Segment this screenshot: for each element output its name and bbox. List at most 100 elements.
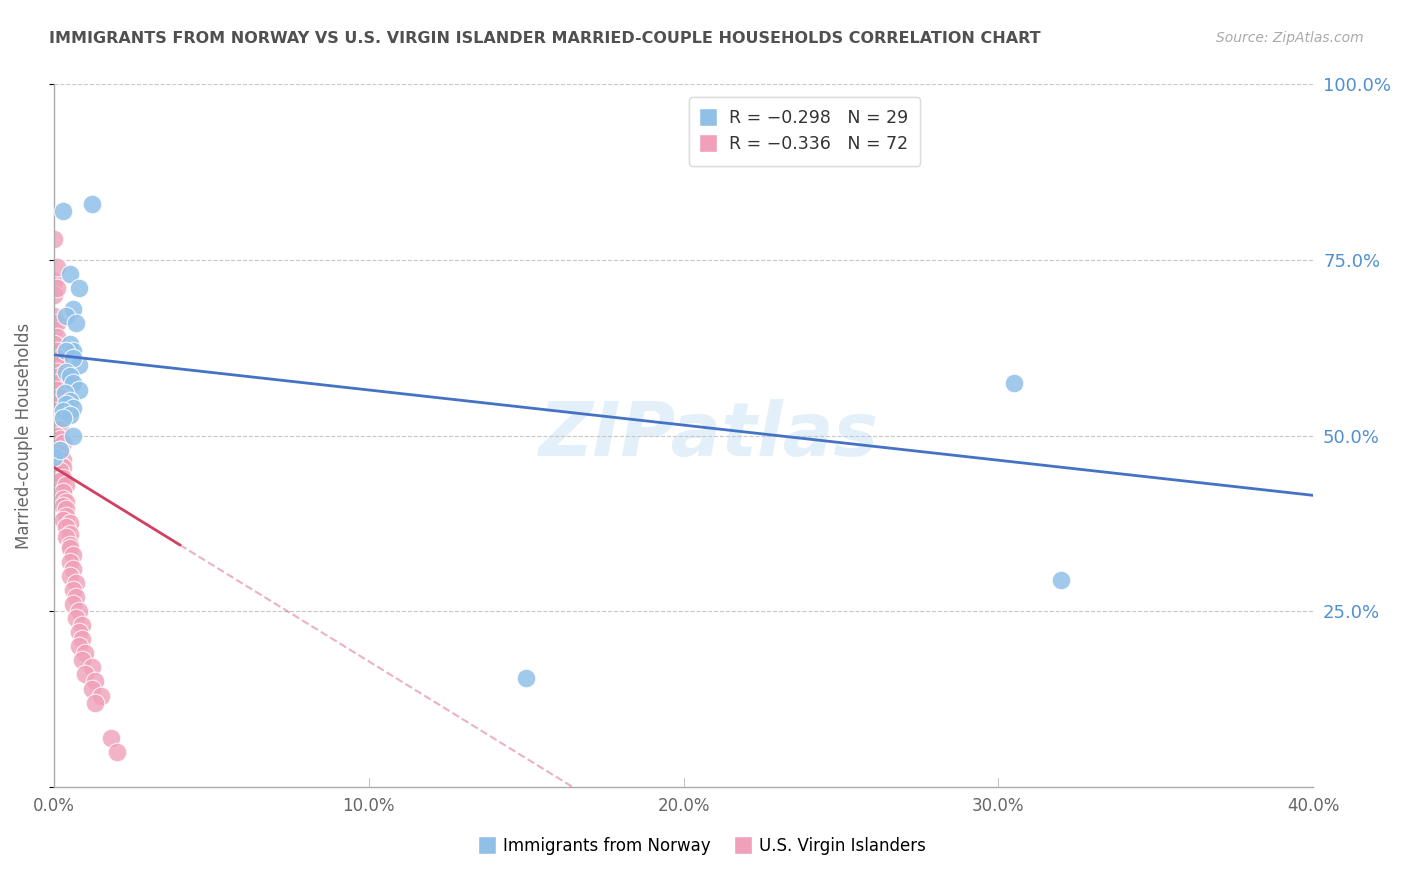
Legend: R = −0.298   N = 29, R = −0.336   N = 72: R = −0.298 N = 29, R = −0.336 N = 72: [689, 96, 921, 166]
Point: [70, 653, 93, 667]
Point: [55, 520, 77, 534]
Point: [75, 646, 97, 660]
Point: [49, 422, 72, 436]
Point: [49, 457, 72, 471]
Point: [62, 344, 84, 359]
Point: [55, 344, 77, 359]
Point: [53, 386, 76, 401]
Point: [67, 383, 90, 397]
Point: [42, 310, 65, 324]
Point: [62, 597, 84, 611]
Point: [65, 576, 87, 591]
Point: [52, 411, 75, 425]
Point: [49, 475, 72, 489]
Point: [55, 502, 77, 516]
Point: [62, 351, 84, 366]
Point: [46, 281, 69, 295]
Point: [1050, 573, 1073, 587]
Point: [105, 745, 128, 759]
Point: [55, 366, 77, 380]
Point: [52, 453, 75, 467]
Point: [58, 516, 80, 531]
Point: [80, 197, 103, 211]
Point: [49, 432, 72, 446]
Point: [46, 383, 69, 397]
Text: ZIPatlas: ZIPatlas: [538, 399, 879, 472]
Point: [55, 478, 77, 492]
Point: [55, 397, 77, 411]
Point: [515, 671, 537, 685]
Point: [55, 509, 77, 524]
Point: [80, 660, 103, 674]
Point: [75, 667, 97, 681]
Point: [46, 376, 69, 390]
Point: [55, 531, 77, 545]
Point: [46, 330, 69, 344]
Point: [70, 632, 93, 647]
Point: [90, 689, 112, 703]
Point: [83, 674, 105, 689]
Point: [62, 302, 84, 317]
Point: [46, 428, 69, 442]
Point: [52, 203, 75, 218]
Point: [58, 569, 80, 583]
Point: [62, 401, 84, 415]
Point: [46, 404, 69, 418]
Point: [52, 460, 75, 475]
Point: [42, 337, 65, 351]
Point: [46, 359, 69, 373]
Point: [65, 316, 87, 330]
Point: [46, 260, 69, 274]
Point: [42, 274, 65, 288]
Point: [49, 368, 72, 383]
Point: [46, 397, 69, 411]
Point: [67, 604, 90, 618]
Point: [80, 681, 103, 696]
Point: [52, 513, 75, 527]
Point: [62, 376, 84, 390]
Point: [52, 499, 75, 513]
Point: [42, 323, 65, 337]
Point: [52, 435, 75, 450]
Text: Source: ZipAtlas.com: Source: ZipAtlas.com: [1216, 31, 1364, 45]
Point: [46, 366, 69, 380]
Point: [46, 415, 69, 429]
Point: [49, 446, 72, 460]
Point: [65, 611, 87, 625]
Text: IMMIGRANTS FROM NORWAY VS U.S. VIRGIN ISLANDER MARRIED-COUPLE HOUSEHOLDS CORRELA: IMMIGRANTS FROM NORWAY VS U.S. VIRGIN IS…: [49, 31, 1040, 46]
Point: [62, 562, 84, 576]
Point: [58, 408, 80, 422]
Point: [49, 442, 72, 457]
Point: [49, 390, 72, 404]
Legend: Immigrants from Norway, U.S. Virgin Islanders: Immigrants from Norway, U.S. Virgin Isla…: [474, 830, 932, 862]
Point: [49, 411, 72, 425]
Point: [42, 450, 65, 464]
Point: [67, 640, 90, 654]
Point: [52, 484, 75, 499]
Point: [67, 625, 90, 640]
Point: [46, 316, 69, 330]
Y-axis label: Married-couple Households: Married-couple Households: [15, 323, 32, 549]
Point: [49, 442, 72, 457]
Point: [100, 731, 122, 745]
Point: [67, 359, 90, 373]
Point: [62, 548, 84, 562]
Point: [62, 583, 84, 598]
Point: [65, 590, 87, 604]
Point: [67, 281, 90, 295]
Point: [70, 618, 93, 632]
Point: [83, 696, 105, 710]
Point: [55, 495, 77, 509]
Point: [58, 267, 80, 281]
Point: [46, 344, 69, 359]
Point: [49, 464, 72, 478]
Point: [58, 368, 80, 383]
Point: [1002, 376, 1025, 390]
Point: [58, 337, 80, 351]
Point: [42, 232, 65, 246]
Point: [52, 471, 75, 485]
Point: [52, 404, 75, 418]
Point: [49, 351, 72, 366]
Point: [58, 555, 80, 569]
Point: [42, 288, 65, 302]
